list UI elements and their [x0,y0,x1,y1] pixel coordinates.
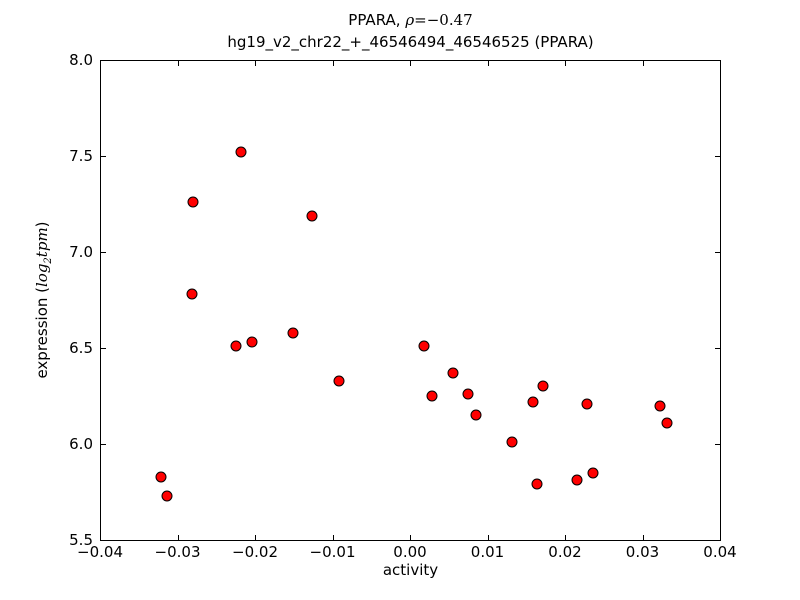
data-point [426,390,438,402]
title-rho-value: =−0.47 [414,11,473,29]
data-point [246,336,258,348]
x-tick-mark [487,535,489,540]
y-tick-mark [101,348,106,349]
y-tick-mark [101,252,106,253]
y-axis-label-text: expression ( [33,287,51,379]
y-axis-label: expression (log2tpm) [33,170,54,430]
y-tick-label: 6.0 [69,435,93,453]
data-point [537,380,549,392]
data-point [155,471,167,483]
y-tick-mark-right [715,348,720,349]
x-tick-mark-top [487,61,489,66]
x-tick-mark [177,535,179,540]
y-tick-label: 5.5 [69,531,93,549]
data-point [571,474,583,486]
x-tick-mark [565,535,566,540]
data-point [161,490,173,502]
title-rho-symbol: ρ [405,11,415,29]
data-point [654,400,666,412]
chart-title-line1: PPARA, ρ=−0.47 [100,9,721,31]
y-tick-label: 7.5 [69,147,93,165]
chart-title: PPARA, ρ=−0.47 hg19_v2_chr22_+_46546494_… [100,9,721,53]
x-tick-mark [255,535,256,540]
x-tick-mark-top [255,61,256,66]
y-tick-mark-right [715,444,720,445]
data-point [333,375,345,387]
x-tick-mark-top [332,61,334,66]
y-tick-mark-right [715,540,720,541]
y-tick-mark [101,540,106,541]
y-tick-mark [101,60,106,61]
data-point [447,367,459,379]
data-point [462,388,474,400]
chart-title-line2: hg19_v2_chr22_+_46546494_46546525 (PPARA… [227,33,594,51]
y-tick-mark-right [715,252,720,253]
x-tick-label: 0.00 [393,543,427,561]
data-point [186,288,198,300]
x-tick-mark [410,535,411,540]
y-tick-mark [101,156,106,157]
x-tick-label: 0.04 [703,543,737,561]
data-point [506,436,518,448]
x-tick-mark [720,535,721,540]
y-axis-label-log: log [33,263,51,287]
x-tick-label: 0.03 [625,543,660,561]
data-point [587,467,599,479]
y-tick-mark-right [715,60,720,61]
data-point [235,146,247,158]
x-axis-label: activity [382,561,439,579]
x-tick-label: 0.01 [470,543,505,561]
x-tick-mark-top [100,61,101,66]
data-point [287,327,299,339]
y-tick-mark-right [715,156,720,157]
x-tick-mark-top [177,61,179,66]
data-point [470,409,482,421]
plot-area [100,60,721,541]
x-tick-label: 0.02 [548,543,582,561]
x-tick-mark-top [410,61,411,66]
y-tick-label: 8.0 [69,51,93,69]
data-point [418,340,430,352]
data-point [187,196,199,208]
x-tick-mark-top [565,61,566,66]
x-tick-mark [642,535,644,540]
data-point [661,417,673,429]
x-tick-label: −0.04 [77,543,123,561]
data-point [306,210,318,222]
data-point [230,340,242,352]
data-point [531,478,543,490]
y-tick-label: 7.0 [69,243,93,261]
y-tick-label: 6.5 [69,339,93,357]
x-tick-mark [100,535,101,540]
title-gene-label: PPARA, [348,11,406,29]
data-point [581,398,593,410]
y-axis-label-close-paren: ) [33,221,51,228]
x-tick-label: −0.03 [154,543,201,561]
x-tick-label: −0.01 [309,543,356,561]
x-tick-label: −0.02 [232,543,278,561]
y-tick-mark [101,444,106,445]
x-tick-mark-top [720,61,721,66]
x-tick-mark-top [642,61,644,66]
x-tick-mark [332,535,334,540]
data-point [527,396,539,408]
